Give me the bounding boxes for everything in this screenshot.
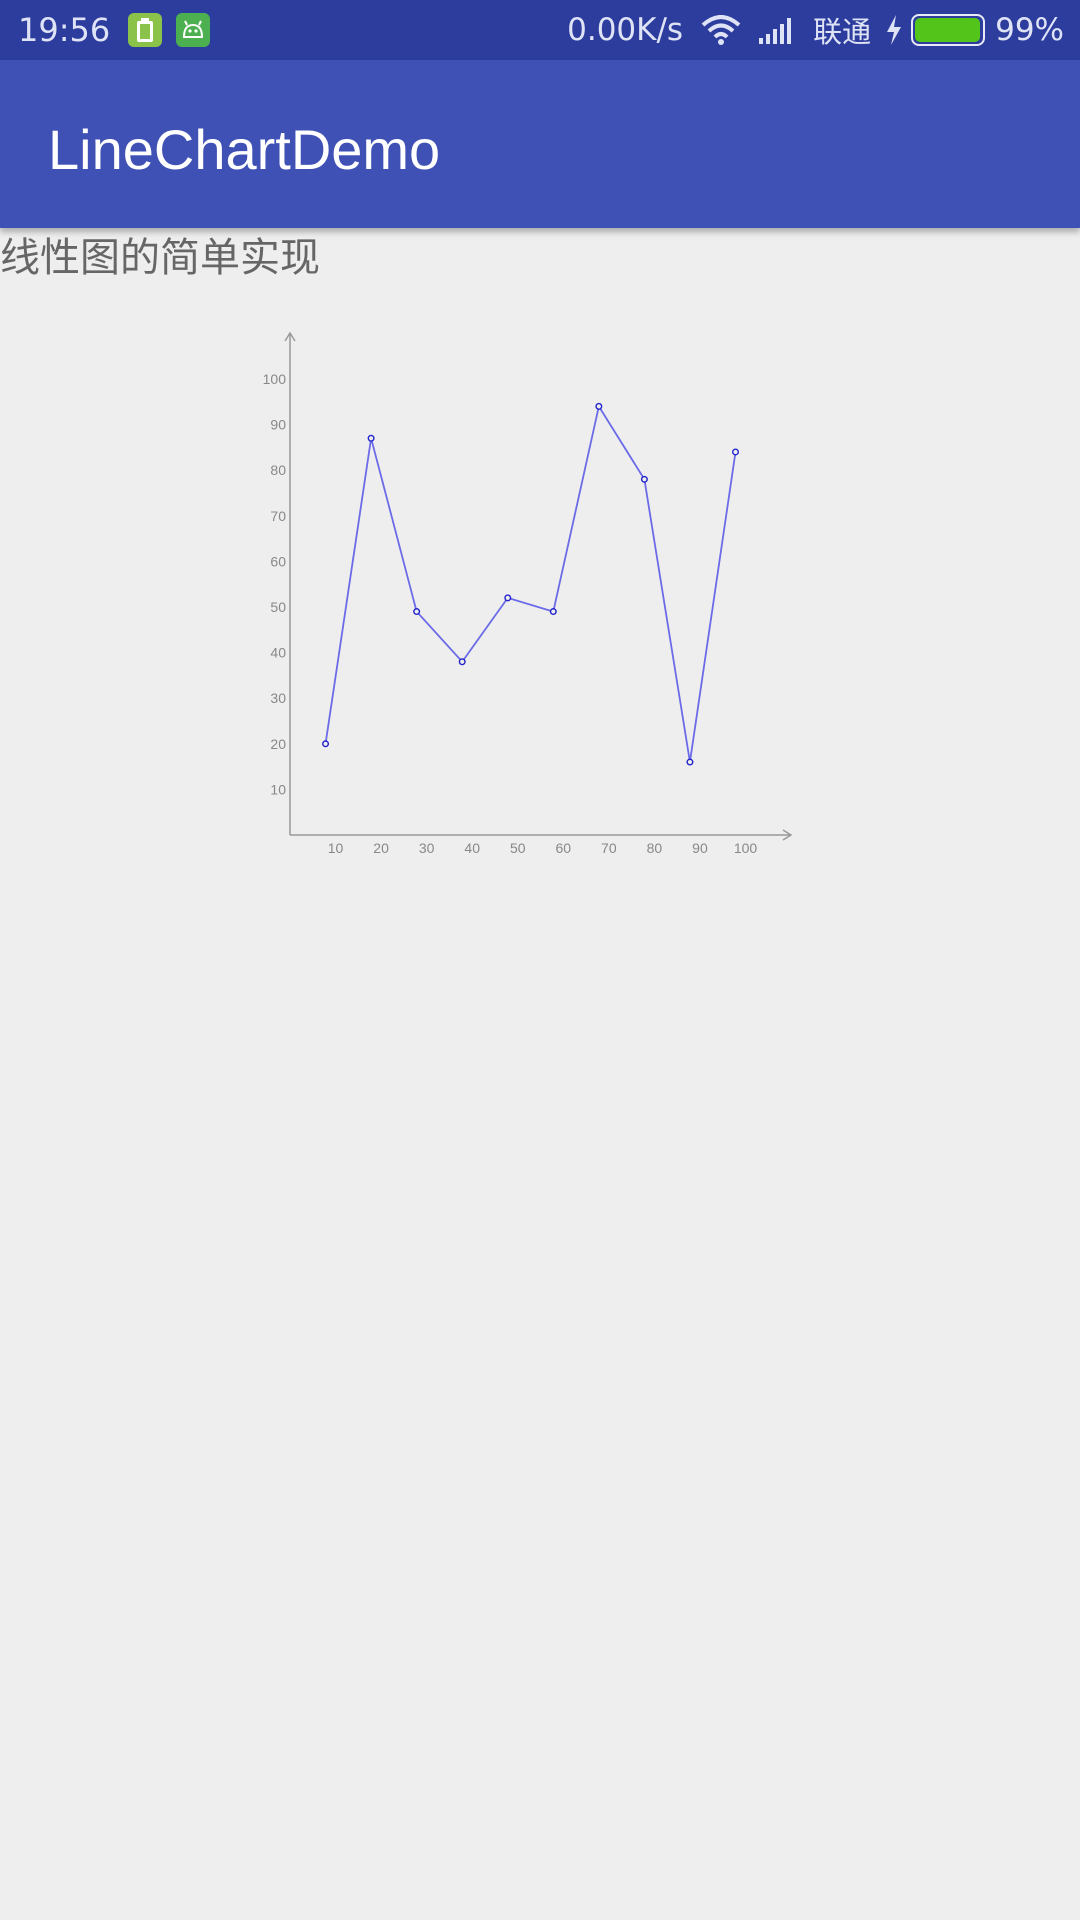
data-point	[322, 740, 330, 748]
y-axis-arrow	[284, 331, 296, 342]
y-tick-label: 30	[270, 690, 286, 706]
net-speed: 0.00K/s	[567, 12, 684, 48]
x-tick-label: 30	[419, 840, 435, 856]
x-tick-label: 60	[556, 840, 572, 856]
series-line	[324, 404, 737, 763]
line-chart: 10 20 30 40 50 60 70 80 90 100 10 20 30 40 50 60 70 80 90 1…	[263, 331, 793, 856]
carrier-name: 联通	[813, 15, 872, 49]
data-point	[640, 475, 648, 483]
android-icon	[176, 13, 211, 47]
data-point	[367, 434, 375, 442]
x-tick-label: 90	[692, 840, 708, 856]
charging-icon	[885, 15, 903, 45]
y-tick-label: 40	[270, 645, 286, 661]
data-point	[504, 594, 512, 602]
x-tick-label: 10	[328, 840, 344, 856]
x-axis-arrow	[782, 829, 793, 841]
page-heading: 线性图的简单实现	[0, 235, 320, 281]
y-tick-label: 20	[270, 736, 286, 752]
x-tick-label: 100	[734, 840, 758, 856]
data-point	[458, 658, 466, 666]
app-bar: LineChartDemo	[0, 60, 1080, 228]
data-point	[686, 758, 694, 766]
app-title: LineChartDemo	[48, 117, 441, 181]
y-tick-label: 80	[270, 462, 286, 478]
battery-icon	[911, 14, 986, 46]
wifi-icon	[701, 15, 741, 45]
y-tick-label: 60	[270, 553, 286, 569]
x-tick-label: 50	[510, 840, 526, 856]
y-tick-label: 100	[263, 371, 287, 387]
status-time: 19:56	[18, 11, 111, 49]
y-tick-label: 70	[270, 508, 286, 524]
data-point	[413, 608, 421, 616]
line-chart-area: 10 20 30 40 50 60 70 80 90 100 10 20 30 40 50 60 70 80 90 1…	[0, 0, 1080, 900]
status-bar: 19:56 0.00K/s 联通 99%	[0, 0, 1080, 60]
signal-icon	[757, 16, 797, 44]
x-tick-label: 70	[601, 840, 617, 856]
y-tick-label: 50	[270, 599, 286, 615]
x-tick-label: 80	[647, 840, 663, 856]
x-tick-label: 40	[464, 840, 480, 856]
data-point	[595, 402, 603, 410]
y-tick-label: 10	[270, 781, 286, 797]
x-tick-label: 20	[373, 840, 389, 856]
battery-notification-icon	[128, 13, 163, 47]
data-point	[732, 448, 740, 456]
data-point	[549, 608, 557, 616]
y-tick-label: 90	[270, 417, 286, 433]
battery-percent: 99%	[995, 12, 1064, 48]
